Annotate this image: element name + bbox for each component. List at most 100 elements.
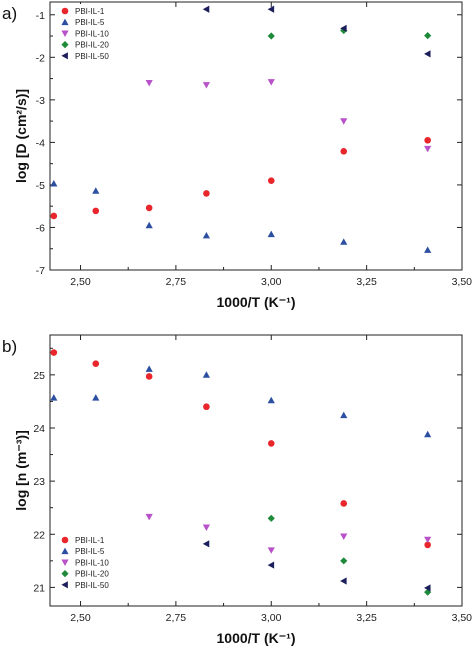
y-tick-label: 24 xyxy=(33,423,45,435)
y-tick-label: -6 xyxy=(36,222,45,234)
x-tick-label: 3,00 xyxy=(261,612,282,624)
legend: PBI-IL-1 PBI-IL-5 PBI-IL-10 PBI-IL-20 PBI-IL… xyxy=(57,4,129,64)
data-point xyxy=(50,180,58,187)
legend-label: PBI-IL-5 xyxy=(75,18,105,27)
data-point xyxy=(203,403,210,411)
data-point xyxy=(340,557,348,565)
data-point xyxy=(424,50,431,58)
y-axis-title: log [D (cm²/s)] xyxy=(13,89,29,183)
data-point xyxy=(424,541,431,549)
legend-label: PBI-IL-5 xyxy=(75,547,105,556)
legend-label: PBI-IL-1 xyxy=(75,7,105,16)
data-point xyxy=(340,118,348,125)
chart-panel-b: 2,50 2,75 3,00 3,25 3,50 21 22 23 24 25 1000/T (K⁻… xyxy=(2,334,473,646)
data-point xyxy=(145,513,153,521)
data-point xyxy=(424,588,432,596)
legend-marker xyxy=(61,52,68,60)
data-point xyxy=(145,204,153,212)
x-tick-label: 3,25 xyxy=(356,612,377,624)
chart-panel-a: 2,50 2,75 3,00 3,25 3,50 -7 -6 -5 -4 -3 -2 -1 1000/T… xyxy=(2,1,473,310)
x-axis-title: 1000/T (K⁻¹) xyxy=(217,630,296,646)
legend-label: PBI-IL-10 xyxy=(75,29,109,38)
data-point xyxy=(267,177,275,184)
y-tick-label: -3 xyxy=(36,95,45,107)
legend-marker xyxy=(61,581,68,589)
y-axis-title: log [n (m⁻³)] xyxy=(13,430,29,510)
legend-box xyxy=(57,4,129,64)
plot-frame xyxy=(49,334,463,607)
legend-marker xyxy=(61,536,69,544)
legend-marker xyxy=(61,41,69,49)
data-point xyxy=(267,547,275,554)
data-point xyxy=(340,411,348,419)
data-point xyxy=(203,190,210,197)
legend-box xyxy=(57,533,129,593)
legend: PBI-IL-1 PBI-IL-5 PBI-IL-10 PBI-IL-20 PBI-IL… xyxy=(57,533,129,593)
x-tick-label: 2,75 xyxy=(166,612,187,624)
data-point xyxy=(50,394,58,401)
y-tick-label: -7 xyxy=(36,265,45,277)
data-point xyxy=(202,524,211,531)
x-tick-label: 2,75 xyxy=(166,276,187,288)
data-point xyxy=(340,24,347,32)
x-tick-label: 2,50 xyxy=(70,612,91,624)
data-point xyxy=(267,396,275,404)
x-tick-label: 3,50 xyxy=(452,612,473,624)
data-point xyxy=(145,79,153,87)
legend-marker xyxy=(61,570,69,578)
x-tick-label: 3,25 xyxy=(356,276,377,288)
legend-label: PBI-IL-20 xyxy=(75,570,109,579)
data-point xyxy=(267,230,275,238)
data-point xyxy=(92,394,100,401)
legend-label: PBI-IL-10 xyxy=(75,558,109,567)
data-point xyxy=(92,207,100,215)
data-point xyxy=(424,145,432,153)
y-tick-label: -5 xyxy=(36,180,45,192)
data-point xyxy=(424,136,431,144)
data-point xyxy=(50,212,58,220)
data-point xyxy=(340,238,348,245)
data-point xyxy=(267,514,275,522)
data-point xyxy=(202,5,210,13)
legend-label: PBI-IL-20 xyxy=(75,41,109,50)
data-point xyxy=(50,349,58,356)
data-point xyxy=(340,577,347,585)
data-point xyxy=(92,187,100,194)
y-tick-label: 23 xyxy=(33,476,45,488)
y-tick-label: 22 xyxy=(33,529,45,541)
plot-frame xyxy=(49,1,463,271)
data-point xyxy=(202,371,211,378)
legend-marker xyxy=(61,18,69,26)
y-tick-label: -4 xyxy=(36,137,45,149)
legend-marker xyxy=(61,547,69,555)
data-point xyxy=(202,540,210,548)
y-tick-label: -2 xyxy=(36,52,45,64)
data-point xyxy=(424,430,432,438)
legend-marker xyxy=(61,559,69,566)
data-point xyxy=(202,82,211,89)
legend-marker xyxy=(61,7,69,15)
data-point xyxy=(340,533,348,540)
legend-label: PBI-IL-50 xyxy=(75,52,109,61)
data-point xyxy=(92,360,100,367)
x-tick-label: 3,00 xyxy=(261,276,282,288)
data-point xyxy=(145,221,153,229)
legend-label: PBI-IL-50 xyxy=(75,581,109,590)
data-point xyxy=(267,32,275,40)
data-point xyxy=(340,500,348,507)
panel-label: a) xyxy=(2,4,17,23)
y-tick-label: 21 xyxy=(33,582,45,594)
data-point xyxy=(424,584,431,592)
x-tick-label: 3,50 xyxy=(452,276,473,288)
data-point xyxy=(267,5,275,13)
data-point xyxy=(267,440,275,447)
data-point xyxy=(145,373,153,380)
data-point xyxy=(202,231,211,239)
data-point xyxy=(145,365,153,372)
data-point xyxy=(424,536,432,544)
data-point xyxy=(424,32,432,40)
data-point xyxy=(267,79,275,86)
data-point xyxy=(340,148,348,155)
panel-label: b) xyxy=(2,337,17,356)
